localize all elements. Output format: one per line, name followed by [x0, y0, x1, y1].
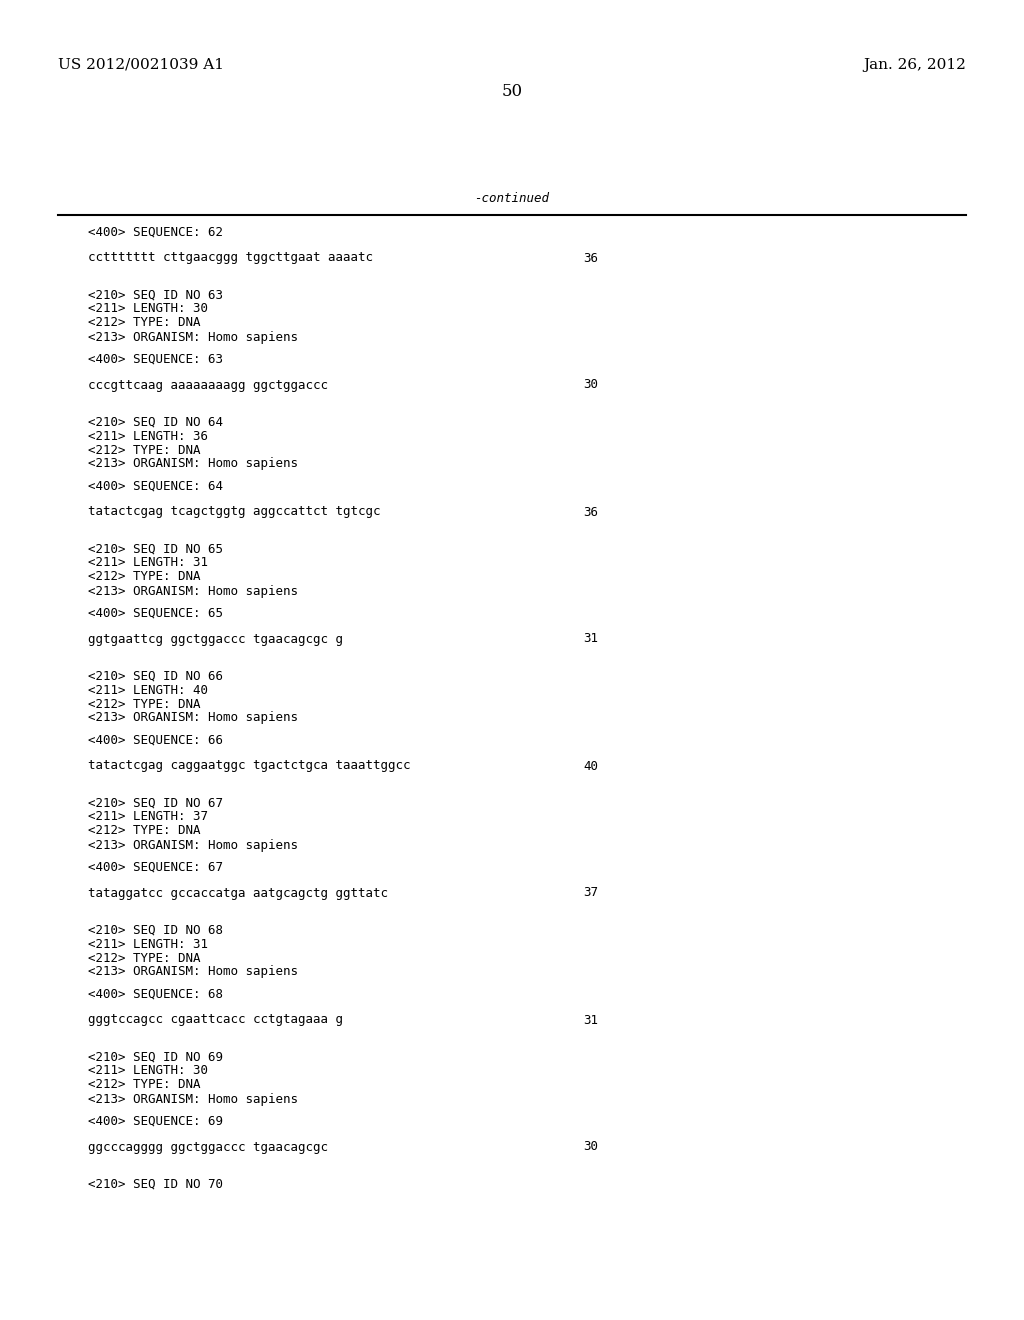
Text: <212> TYPE: DNA: <212> TYPE: DNA	[88, 697, 201, 710]
Text: 36: 36	[583, 506, 598, 519]
Text: ggcccagggg ggctggaccc tgaacagcgc: ggcccagggg ggctggaccc tgaacagcgc	[88, 1140, 328, 1154]
Text: <212> TYPE: DNA: <212> TYPE: DNA	[88, 444, 201, 457]
Text: <211> LENGTH: 31: <211> LENGTH: 31	[88, 937, 208, 950]
Text: <211> LENGTH: 36: <211> LENGTH: 36	[88, 429, 208, 442]
Text: 50: 50	[502, 83, 522, 100]
Text: <213> ORGANISM: Homo sapiens: <213> ORGANISM: Homo sapiens	[88, 711, 298, 725]
Text: US 2012/0021039 A1: US 2012/0021039 A1	[58, 58, 224, 73]
Text: <211> LENGTH: 37: <211> LENGTH: 37	[88, 810, 208, 824]
Text: <213> ORGANISM: Homo sapiens: <213> ORGANISM: Homo sapiens	[88, 330, 298, 343]
Text: Jan. 26, 2012: Jan. 26, 2012	[863, 58, 966, 73]
Text: <213> ORGANISM: Homo sapiens: <213> ORGANISM: Homo sapiens	[88, 965, 298, 978]
Text: <210> SEQ ID NO 63: <210> SEQ ID NO 63	[88, 289, 223, 301]
Text: <212> TYPE: DNA: <212> TYPE: DNA	[88, 570, 201, 583]
Text: <211> LENGTH: 30: <211> LENGTH: 30	[88, 302, 208, 315]
Text: tatactcgag tcagctggtg aggccattct tgtcgc: tatactcgag tcagctggtg aggccattct tgtcgc	[88, 506, 381, 519]
Text: cccgttcaag aaaaaaaagg ggctggaccc: cccgttcaag aaaaaaaagg ggctggaccc	[88, 379, 328, 392]
Text: ggtgaattcg ggctggaccc tgaacagcgc g: ggtgaattcg ggctggaccc tgaacagcgc g	[88, 632, 343, 645]
Text: <210> SEQ ID NO 64: <210> SEQ ID NO 64	[88, 416, 223, 429]
Text: <210> SEQ ID NO 68: <210> SEQ ID NO 68	[88, 924, 223, 936]
Text: <213> ORGANISM: Homo sapiens: <213> ORGANISM: Homo sapiens	[88, 458, 298, 470]
Text: <400> SEQUENCE: 66: <400> SEQUENCE: 66	[88, 734, 223, 747]
Text: <400> SEQUENCE: 62: <400> SEQUENCE: 62	[88, 226, 223, 239]
Text: 31: 31	[583, 1014, 598, 1027]
Text: <210> SEQ ID NO 70: <210> SEQ ID NO 70	[88, 1177, 223, 1191]
Text: <400> SEQUENCE: 69: <400> SEQUENCE: 69	[88, 1114, 223, 1127]
Text: 36: 36	[583, 252, 598, 264]
Text: -continued: -continued	[474, 191, 550, 205]
Text: <400> SEQUENCE: 63: <400> SEQUENCE: 63	[88, 352, 223, 366]
Text: <213> ORGANISM: Homo sapiens: <213> ORGANISM: Homo sapiens	[88, 1093, 298, 1106]
Text: <400> SEQUENCE: 67: <400> SEQUENCE: 67	[88, 861, 223, 874]
Text: <400> SEQUENCE: 65: <400> SEQUENCE: 65	[88, 606, 223, 619]
Text: <211> LENGTH: 30: <211> LENGTH: 30	[88, 1064, 208, 1077]
Text: tatactcgag caggaatggc tgactctgca taaattggcc: tatactcgag caggaatggc tgactctgca taaattg…	[88, 759, 411, 772]
Text: <210> SEQ ID NO 67: <210> SEQ ID NO 67	[88, 796, 223, 809]
Text: 31: 31	[583, 632, 598, 645]
Text: 40: 40	[583, 759, 598, 772]
Text: tataggatcc gccaccatga aatgcagctg ggttatc: tataggatcc gccaccatga aatgcagctg ggttatc	[88, 887, 388, 899]
Text: <400> SEQUENCE: 68: <400> SEQUENCE: 68	[88, 987, 223, 1001]
Text: 37: 37	[583, 887, 598, 899]
Text: <212> TYPE: DNA: <212> TYPE: DNA	[88, 952, 201, 965]
Text: <213> ORGANISM: Homo sapiens: <213> ORGANISM: Homo sapiens	[88, 585, 298, 598]
Text: <211> LENGTH: 31: <211> LENGTH: 31	[88, 557, 208, 569]
Text: <212> TYPE: DNA: <212> TYPE: DNA	[88, 1078, 201, 1092]
Text: <212> TYPE: DNA: <212> TYPE: DNA	[88, 825, 201, 837]
Text: 30: 30	[583, 379, 598, 392]
Text: <210> SEQ ID NO 69: <210> SEQ ID NO 69	[88, 1051, 223, 1064]
Text: <210> SEQ ID NO 66: <210> SEQ ID NO 66	[88, 669, 223, 682]
Text: <211> LENGTH: 40: <211> LENGTH: 40	[88, 684, 208, 697]
Text: <213> ORGANISM: Homo sapiens: <213> ORGANISM: Homo sapiens	[88, 838, 298, 851]
Text: <210> SEQ ID NO 65: <210> SEQ ID NO 65	[88, 543, 223, 556]
Text: ccttttttt cttgaacggg tggcttgaat aaaatc: ccttttttt cttgaacggg tggcttgaat aaaatc	[88, 252, 373, 264]
Text: gggtccagcc cgaattcacc cctgtagaaa g: gggtccagcc cgaattcacc cctgtagaaa g	[88, 1014, 343, 1027]
Text: 30: 30	[583, 1140, 598, 1154]
Text: <212> TYPE: DNA: <212> TYPE: DNA	[88, 317, 201, 330]
Text: <400> SEQUENCE: 64: <400> SEQUENCE: 64	[88, 479, 223, 492]
